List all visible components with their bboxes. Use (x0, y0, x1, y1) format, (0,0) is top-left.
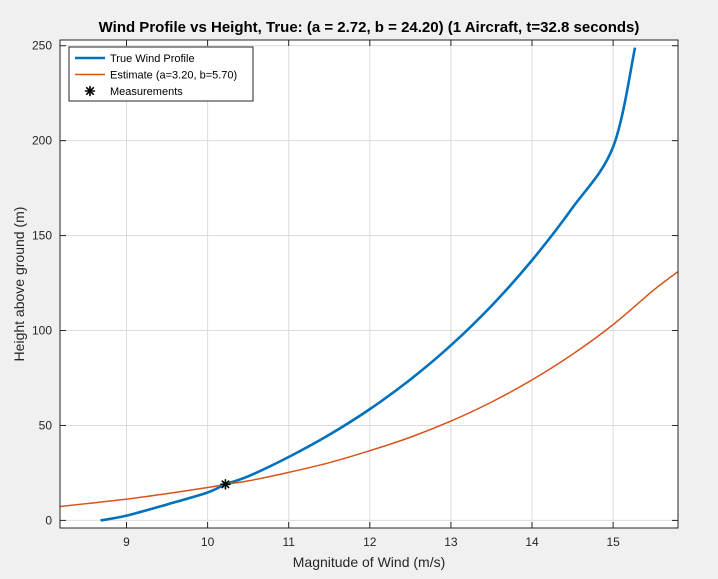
x-tick-label: 13 (444, 535, 458, 549)
x-axis-label: Magnitude of Wind (m/s) (293, 554, 446, 570)
axes-box (59, 39, 679, 529)
x-tick-label: 10 (201, 535, 215, 549)
x-tick-label: 14 (525, 535, 539, 549)
legend: True Wind Profile Estimate (a=3.20, b=5.7… (68, 46, 254, 102)
chart-title: Wind Profile vs Height, True: (a = 2.72,… (99, 19, 640, 36)
y-tick-label: 150 (32, 229, 52, 243)
legend-marker-measurements (84, 85, 96, 97)
y-tick-label: 0 (45, 513, 52, 527)
true-wind-profile-line (100, 47, 637, 522)
legend-label: True Wind Profile (110, 53, 195, 65)
x-tick-label: 12 (363, 535, 377, 549)
grid (60, 40, 678, 528)
x-tick-label: 9 (123, 535, 130, 549)
plot-area[interactable] (60, 40, 678, 528)
x-tick-label: 15 (606, 535, 620, 549)
legend-label: Estimate (a=3.20, b=5.70) (110, 70, 237, 82)
y-tick-label: 250 (32, 39, 52, 53)
estimate-line (59, 271, 679, 508)
series-layer (59, 47, 679, 522)
x-tick-label: 11 (282, 535, 295, 549)
y-tick-label: 200 (32, 134, 52, 148)
y-axis-label: Height above ground (m) (11, 207, 27, 362)
legend-label: Measurements (110, 86, 183, 98)
y-tick-label: 50 (39, 418, 53, 432)
y-tick-label: 100 (32, 324, 52, 338)
measurement-point (220, 479, 231, 490)
